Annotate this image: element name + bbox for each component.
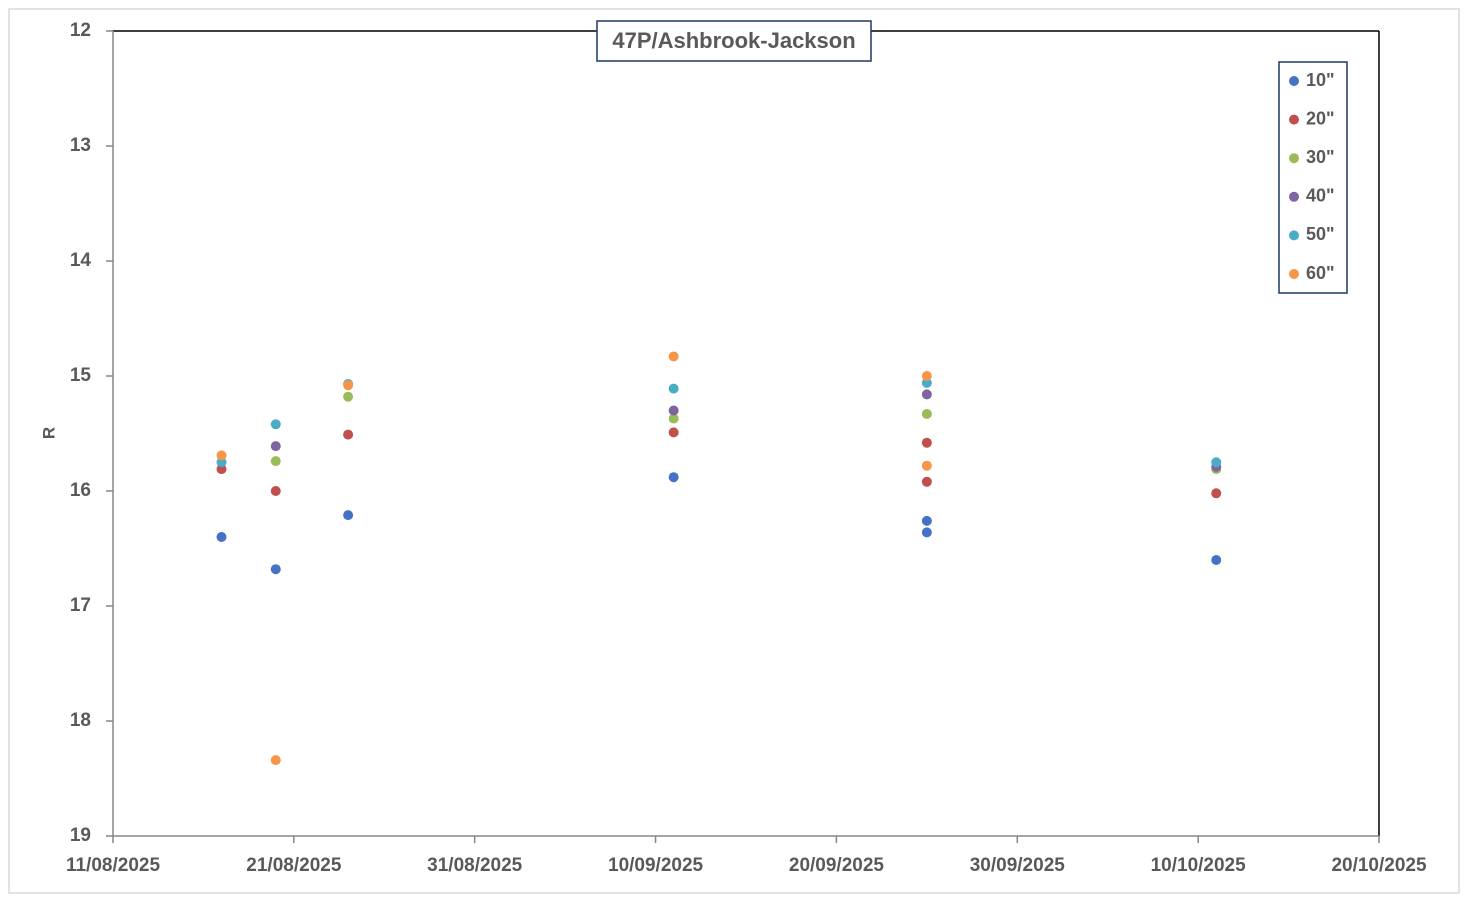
- point: [216, 457, 227, 468]
- legend-label: 50": [1306, 224, 1335, 244]
- legend-marker: [1289, 153, 1299, 164]
- legend-marker: [1289, 76, 1299, 86]
- legend-box: [1278, 61, 1348, 294]
- title-box: [596, 20, 872, 62]
- point: [343, 380, 354, 391]
- y-axis-label: R: [39, 427, 58, 439]
- point: [668, 351, 679, 362]
- x-tick-label: 20/09/2025: [789, 855, 885, 876]
- point: [270, 441, 281, 452]
- x-tick-label: 10/10/2025: [1151, 855, 1247, 876]
- point: [216, 450, 227, 461]
- x-tick-label: 31/08/2025: [427, 855, 523, 876]
- legend-label: 20": [1306, 108, 1335, 128]
- point: [921, 515, 932, 526]
- legend-label: 60": [1306, 263, 1335, 283]
- legend-marker: [1289, 114, 1299, 125]
- point: [668, 405, 679, 416]
- legend-marker: [1289, 191, 1299, 202]
- point: [921, 527, 932, 538]
- point: [921, 408, 932, 419]
- point: [1211, 488, 1222, 499]
- y-tick-label: 13: [70, 135, 91, 156]
- chart-border: [8, 8, 1460, 894]
- point: [216, 464, 227, 475]
- point: [270, 564, 281, 575]
- point: [343, 429, 354, 440]
- chart-title: 47P/Ashbrook-Jackson: [612, 28, 855, 53]
- point: [921, 437, 932, 448]
- point: [921, 460, 932, 471]
- point: [921, 389, 932, 400]
- point: [343, 510, 354, 521]
- point: [668, 427, 679, 438]
- x-tick-label: 21/08/2025: [246, 855, 342, 876]
- point: [921, 476, 932, 487]
- point: [921, 377, 932, 388]
- legend-marker: [1289, 230, 1299, 241]
- point: [668, 383, 679, 394]
- point: [921, 371, 932, 381]
- legend-label: 40": [1306, 186, 1335, 206]
- x-tick-label: 11/08/2025: [66, 855, 160, 876]
- y-tick-label: 18: [70, 710, 91, 731]
- y-tick-label: 16: [70, 480, 91, 501]
- point: [1211, 457, 1222, 468]
- x-tick-label: 10/09/2025: [608, 855, 704, 876]
- point: [270, 486, 281, 496]
- point: [270, 419, 281, 430]
- y-tick-label: 15: [70, 365, 92, 386]
- x-tick-label: 30/09/2025: [970, 855, 1066, 876]
- point: [343, 391, 354, 402]
- x-tick-label: 20/10/2025: [1331, 855, 1427, 876]
- point: [1211, 555, 1222, 565]
- point: [668, 413, 679, 424]
- y-tick-label: 12: [70, 20, 91, 41]
- legend-label: 10": [1306, 70, 1335, 90]
- y-tick-label: 19: [70, 825, 91, 846]
- y-tick-label: 17: [70, 595, 91, 616]
- legend-marker: [1289, 269, 1299, 279]
- point: [668, 472, 679, 483]
- y-tick-label: 14: [70, 250, 92, 271]
- point: [270, 456, 281, 467]
- point: [270, 755, 281, 766]
- legend-label: 30": [1306, 147, 1335, 167]
- point: [216, 532, 227, 542]
